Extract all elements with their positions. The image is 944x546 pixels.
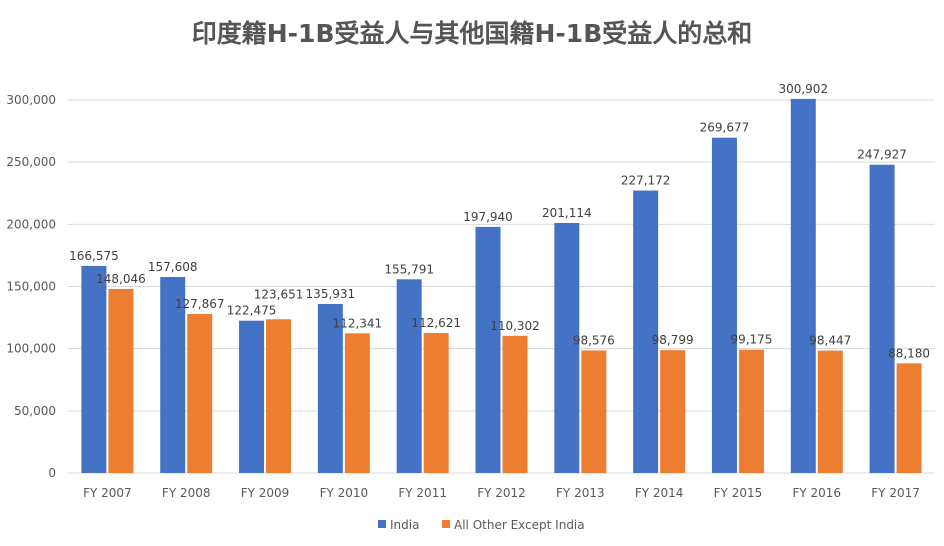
y-tick-label: 250,000	[6, 155, 56, 169]
data-label: 197,940	[463, 210, 513, 224]
data-label: 157,608	[148, 260, 198, 274]
data-label: 123,651	[254, 288, 304, 302]
x-tick-label: FY 2011	[398, 486, 447, 500]
data-label: 155,791	[384, 262, 434, 276]
bar-india	[160, 277, 186, 473]
data-label: 88,180	[888, 346, 930, 360]
data-label: 98,447	[809, 334, 851, 348]
data-label: 127,867	[175, 297, 225, 311]
y-tick-label: 300,000	[6, 93, 56, 107]
legend-label: India	[390, 518, 419, 532]
bar-other	[896, 363, 922, 473]
bar-other	[187, 314, 213, 473]
x-tick-label: FY 2015	[714, 486, 763, 500]
bar-other	[581, 350, 607, 473]
data-label: 269,677	[700, 121, 750, 135]
bar-india	[317, 303, 343, 473]
bar-other	[738, 349, 764, 473]
data-label: 112,621	[411, 316, 461, 330]
data-label: 98,799	[652, 333, 694, 347]
y-tick-label: 150,000	[6, 280, 56, 294]
data-label: 201,114	[542, 206, 592, 220]
legend-swatch	[442, 520, 450, 528]
x-tick-label: FY 2007	[83, 486, 132, 500]
x-tick-label: FY 2017	[871, 486, 920, 500]
bar-other	[266, 319, 292, 473]
chart-title: 印度籍H-1B受益人与其他国籍H-1B受益人的总和	[191, 19, 753, 48]
bar-india	[869, 164, 895, 474]
x-tick-label: FY 2013	[556, 486, 605, 500]
bar-other	[108, 288, 134, 473]
bar-other	[502, 335, 528, 473]
bar-india	[396, 279, 422, 473]
x-tick-label: FY 2014	[635, 486, 684, 500]
bar-india	[790, 98, 816, 473]
bar-india	[239, 320, 265, 473]
data-label: 98,576	[573, 333, 615, 347]
data-label: 166,575	[69, 249, 119, 263]
x-tick-label: FY 2010	[320, 486, 369, 500]
x-tick-label: FY 2012	[477, 486, 526, 500]
bar-india	[711, 137, 737, 473]
data-label: 148,046	[96, 272, 146, 286]
bar-india	[554, 222, 580, 473]
bar-other	[423, 332, 449, 473]
bar-india	[633, 190, 659, 473]
data-label: 110,302	[490, 319, 540, 333]
bar-other	[817, 350, 843, 473]
y-tick-label: 50,000	[14, 404, 56, 418]
legend-swatch	[378, 520, 386, 528]
y-tick-label: 0	[48, 466, 56, 480]
bar-india	[475, 226, 501, 473]
data-label: 247,927	[857, 148, 907, 162]
data-label: 122,475	[227, 304, 277, 318]
x-tick-label: FY 2009	[241, 486, 290, 500]
y-tick-label: 100,000	[6, 342, 56, 356]
y-tick-label: 200,000	[6, 217, 56, 231]
bar-other	[344, 333, 370, 473]
bar-other	[660, 350, 686, 473]
data-label: 300,902	[778, 82, 828, 96]
data-label: 99,175	[730, 333, 772, 347]
bar-india	[81, 265, 107, 473]
x-tick-label: FY 2016	[792, 486, 841, 500]
data-label: 227,172	[621, 174, 671, 188]
legend-label: All Other Except India	[454, 518, 585, 532]
data-label: 135,931	[306, 287, 356, 301]
x-tick-label: FY 2008	[162, 486, 211, 500]
data-label: 112,341	[333, 316, 383, 330]
